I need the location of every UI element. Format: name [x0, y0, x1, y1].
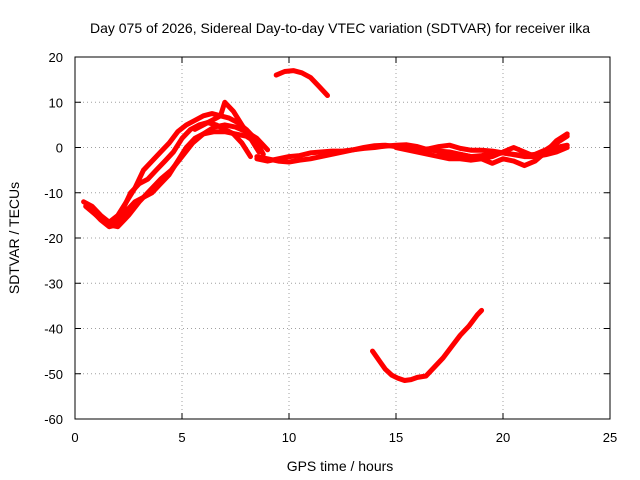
series-track-1: [81, 111, 266, 225]
series-track-11: [370, 307, 485, 383]
axis-ticks: 0 5 10 15 20 25 -60 -50 -40 -30 -20 -10 0 10 20: [44, 50, 617, 445]
x-tick-label: 10: [282, 430, 296, 445]
x-tick-label: 25: [603, 430, 617, 445]
y-tick-label: -20: [44, 231, 63, 246]
y-tick-label: -30: [44, 276, 63, 291]
x-axis-label: GPS time / hours: [287, 458, 394, 474]
x-tick-label: 15: [389, 430, 403, 445]
y-tick-label: -60: [44, 412, 63, 427]
y-tick-label: 10: [49, 95, 63, 110]
y-axis-label: SDTVAR / TECUs: [6, 182, 22, 294]
plot-series: [81, 68, 570, 383]
x-tick-label: 5: [178, 430, 185, 445]
grid-lines: [75, 57, 610, 419]
y-tick-label: 0: [56, 141, 63, 156]
y-tick-label: 20: [49, 50, 63, 65]
x-tick-label: 20: [496, 430, 510, 445]
y-tick-label: -40: [44, 322, 63, 337]
y-tick-label: -10: [44, 186, 63, 201]
series-track-10: [273, 68, 330, 98]
series-track-9: [436, 131, 570, 169]
x-tick-label: 0: [71, 430, 78, 445]
series-track-4: [111, 120, 253, 227]
chart-title: Day 075 of 2026, Sidereal Day-to-day VTE…: [90, 20, 590, 36]
y-tick-label: -50: [44, 367, 63, 382]
series-track-5: [192, 99, 262, 155]
